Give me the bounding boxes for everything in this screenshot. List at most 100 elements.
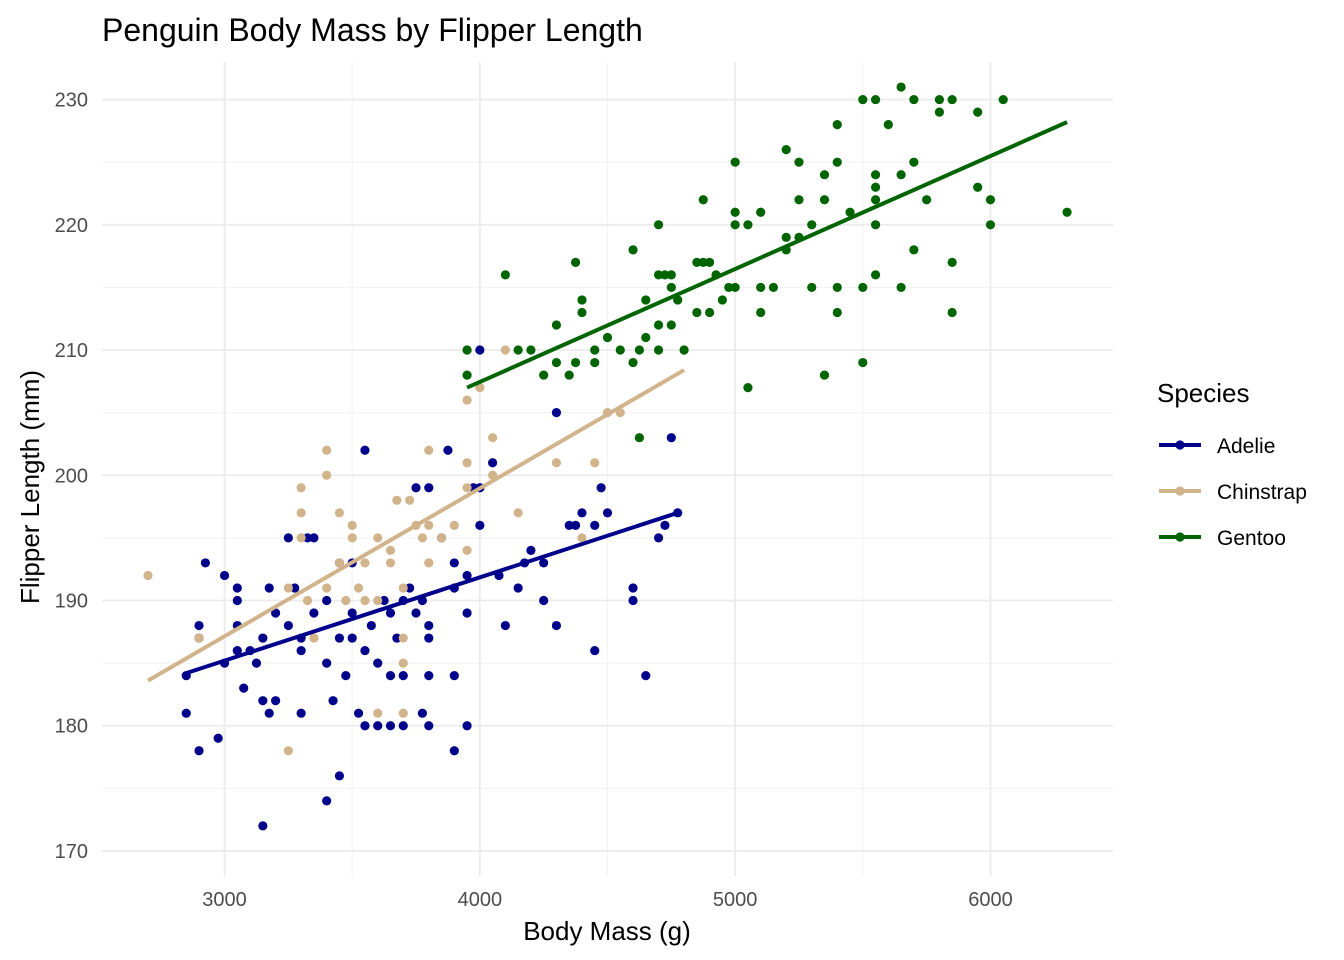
adelie-point xyxy=(283,533,293,543)
adelie-point xyxy=(302,533,313,543)
adelie-point xyxy=(424,671,434,681)
gentoo-point xyxy=(743,383,753,393)
gentoo-point xyxy=(985,220,996,230)
adelie-trend-line xyxy=(185,510,679,676)
gentoo-point xyxy=(628,245,638,255)
adelie-point xyxy=(449,746,459,756)
adelie-point xyxy=(590,645,600,656)
adelie-point xyxy=(322,796,332,806)
adelie-point xyxy=(564,520,574,530)
gentoo-point xyxy=(896,282,906,293)
chinstrap-point xyxy=(360,595,370,606)
gentoo-point xyxy=(653,320,664,330)
chinstrap-point xyxy=(322,583,332,593)
gentoo-point xyxy=(551,357,562,368)
gentoo-point xyxy=(730,220,740,230)
legend-items: Adelie Chinstrap Gentoo xyxy=(1159,435,1307,550)
gentoo-point xyxy=(698,195,708,205)
gentoo-point xyxy=(462,345,472,355)
y-tick-label: 230 xyxy=(55,90,88,112)
adelie-point xyxy=(596,483,606,493)
gentoo-point xyxy=(730,207,740,217)
adelie-point xyxy=(660,520,670,530)
adelie-point xyxy=(500,620,510,631)
chinstrap-point xyxy=(424,445,434,455)
gentoo-point xyxy=(653,220,664,230)
chinstrap-point xyxy=(417,533,428,543)
adelie-point xyxy=(360,645,370,656)
gentoo-point xyxy=(909,157,919,167)
gentoo-point xyxy=(947,257,957,267)
chart-title: Penguin Body Mass by Flipper Length xyxy=(102,12,643,48)
adelie-point xyxy=(322,595,332,606)
adelie-point xyxy=(309,533,319,543)
trend-lines xyxy=(146,120,1068,683)
gentoo-point xyxy=(666,282,676,293)
chinstrap-point xyxy=(577,533,587,543)
adelie-point xyxy=(239,683,249,693)
gentoo-point xyxy=(883,120,893,130)
legend-item-gentoo: Gentoo xyxy=(1159,527,1286,550)
adelie-point xyxy=(271,696,281,706)
chinstrap-point xyxy=(398,633,408,643)
adelie-point xyxy=(424,721,434,731)
gentoo-legend-key-point xyxy=(1175,532,1185,542)
gentoo-point xyxy=(539,370,549,380)
gentoo-point xyxy=(705,307,715,318)
gentoo-point xyxy=(909,94,919,105)
adelie-point xyxy=(373,721,383,731)
adelie-point xyxy=(526,545,536,556)
gentoo-point xyxy=(615,345,625,355)
gentoo-point xyxy=(832,120,842,130)
chinstrap-point xyxy=(322,470,332,480)
adelie-point xyxy=(385,608,396,618)
gentoo-point xyxy=(819,195,830,205)
gentoo-point xyxy=(730,282,740,293)
adelie-point xyxy=(539,595,549,606)
gentoo-point xyxy=(896,170,906,180)
chinstrap-point xyxy=(296,483,306,493)
gentoo-point xyxy=(641,332,651,343)
gentoo-point xyxy=(634,433,645,443)
gentoo-point xyxy=(870,270,881,280)
gentoo-point xyxy=(698,257,708,267)
chinstrap-point xyxy=(462,483,472,493)
chinstrap-point xyxy=(449,520,459,530)
adelie-point xyxy=(373,658,383,668)
gentoo-point xyxy=(756,282,766,293)
gentoo-point xyxy=(666,320,676,330)
gentoo-point xyxy=(934,94,944,105)
adelie-point xyxy=(475,520,485,530)
gentoo-point xyxy=(666,270,676,280)
chinstrap-point xyxy=(424,520,434,530)
y-tick-label: 180 xyxy=(55,716,88,738)
chinstrap-point xyxy=(436,533,447,543)
gentoo-point xyxy=(692,257,702,267)
gentoo-point xyxy=(660,270,670,280)
gentoo-point xyxy=(462,370,472,380)
gentoo-point xyxy=(794,195,804,205)
y-tick-label: 170 xyxy=(55,841,88,863)
gentoo-point xyxy=(794,157,804,167)
gentoo-point xyxy=(628,357,638,368)
legend-title: Species xyxy=(1157,378,1250,408)
chinstrap-point xyxy=(398,708,408,718)
chinstrap-point xyxy=(590,458,600,468)
adelie-point xyxy=(232,645,242,656)
adelie-point xyxy=(449,558,459,568)
y-tick-label: 190 xyxy=(55,590,88,612)
gentoo-point xyxy=(717,295,727,305)
chinstrap-point xyxy=(283,583,293,593)
adelie-point xyxy=(232,595,242,606)
gentoo-point xyxy=(756,207,766,217)
y-tick-label: 220 xyxy=(55,215,88,237)
gentoo-point xyxy=(526,345,536,355)
adelie-point xyxy=(411,608,421,618)
gentoo-point xyxy=(590,345,600,355)
chinstrap-point xyxy=(194,633,204,643)
gentoo-point xyxy=(832,157,842,167)
x-tick-label: 6000 xyxy=(968,889,1013,911)
gentoo-point xyxy=(500,270,510,280)
chinstrap-point xyxy=(334,508,345,518)
